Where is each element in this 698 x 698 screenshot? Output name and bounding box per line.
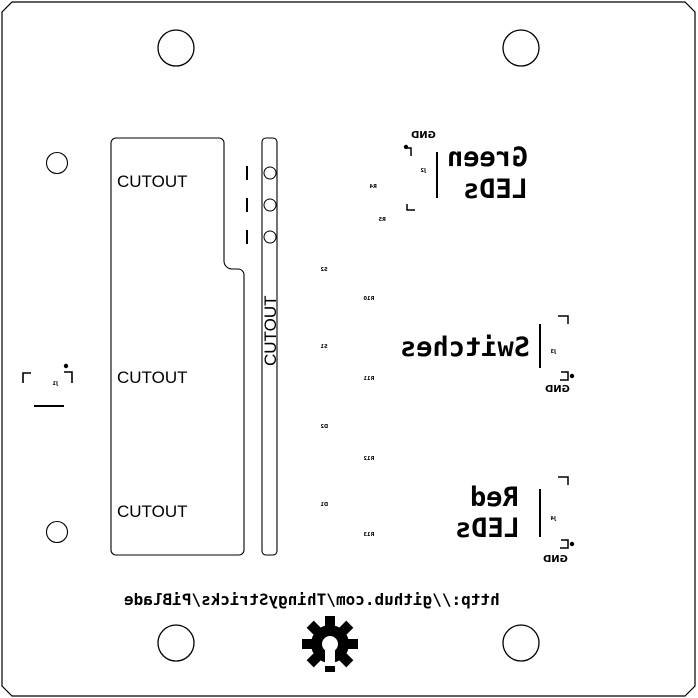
green-gnd-label: GND xyxy=(411,130,436,141)
mount-hole-top-left xyxy=(157,29,195,67)
switches-pin1-dot xyxy=(569,373,575,379)
left-connector: J1 xyxy=(22,363,73,407)
switches-bracket-top xyxy=(558,315,569,324)
red-d2: D2 xyxy=(320,424,328,430)
switches-r10: R10 xyxy=(363,296,374,302)
red-label-line1: Red xyxy=(470,482,519,513)
side-hole-upper xyxy=(45,151,69,175)
green-bracket-bottom xyxy=(406,204,415,211)
red-pin1-dot xyxy=(569,541,575,547)
switches-bracket-bottom xyxy=(560,371,569,381)
red-bracket-top xyxy=(558,476,569,485)
switches-s1: S1 xyxy=(320,344,328,350)
green-res-1: R4 xyxy=(369,184,377,190)
cutout-label-2: CUTOUT xyxy=(117,368,188,387)
mount-hole-bottom-left xyxy=(157,624,195,662)
cutout-label-vertical: CUTOUT xyxy=(261,295,280,366)
red-d1: D1 xyxy=(320,502,328,508)
left-ref: J1 xyxy=(52,381,59,387)
cutout-label-1: CUTOUT xyxy=(117,172,188,191)
switches-section: Switches J3 GND S2 R10 S1 R11 xyxy=(320,267,575,395)
switches-label: Switches xyxy=(400,332,530,363)
left-pin1-dot xyxy=(63,363,69,369)
green-label-line1: Green xyxy=(447,142,528,173)
red-ref: J4 xyxy=(550,516,557,522)
mount-hole-top-right xyxy=(502,29,540,67)
green-ref: J2 xyxy=(420,168,427,174)
green-label-line2: LEDs xyxy=(463,174,528,205)
side-hole-lower xyxy=(45,520,69,544)
led-hole-3 xyxy=(263,230,277,244)
red-r13: R13 xyxy=(363,532,374,538)
switches-ref: J3 xyxy=(550,349,557,355)
left-bracket-right xyxy=(64,371,73,383)
github-url: http://github.com/ThingyStricks/PiBlade xyxy=(124,590,500,609)
mount-hole-bottom-right xyxy=(502,624,540,662)
red-bracket-bottom xyxy=(560,539,569,549)
switches-s2: S2 xyxy=(320,267,328,273)
left-bracket-left xyxy=(22,372,31,383)
red-leds-section: Red LEDs J4 GND D2 R12 D1 R13 xyxy=(320,424,575,565)
switches-gnd-label: GND xyxy=(545,384,570,395)
led-hole-1 xyxy=(263,166,277,180)
red-r12: R12 xyxy=(363,456,374,462)
led-hole-2 xyxy=(263,198,277,212)
green-leds-section: GND J2 Green LEDs R4 R5 xyxy=(369,130,528,223)
red-label-line2: LEDs xyxy=(455,513,520,544)
cutout-narrow-outline xyxy=(261,137,278,556)
green-res-2: R5 xyxy=(378,217,386,223)
cutout-label-3: CUTOUT xyxy=(117,502,188,521)
gear-icon xyxy=(302,616,358,672)
green-bracket-top xyxy=(405,147,412,156)
switches-r11: R11 xyxy=(363,376,374,382)
cutout-large-outline xyxy=(110,137,245,556)
red-gnd-label: GND xyxy=(543,554,568,565)
